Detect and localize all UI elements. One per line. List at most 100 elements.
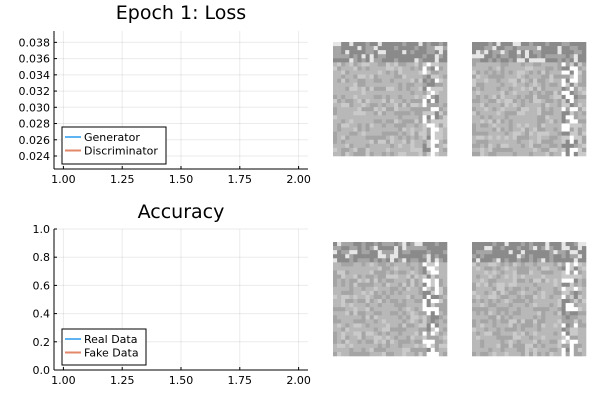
sample-pixel <box>524 135 530 141</box>
sample-pixel <box>430 94 436 100</box>
sample-pixel <box>438 74 444 79</box>
sample-pixel <box>377 127 383 132</box>
sample-pixel <box>549 319 554 324</box>
sample-pixel <box>573 319 579 324</box>
sample-pixel <box>476 294 481 300</box>
sample-pixel <box>361 331 366 336</box>
sample-pixel <box>410 115 415 120</box>
sample-pixel <box>537 46 542 51</box>
sample-pixel <box>414 127 419 132</box>
sample-pixel <box>504 258 509 263</box>
sample-pixel <box>410 54 415 59</box>
sample-pixel <box>488 115 493 120</box>
sample-pixel <box>349 139 354 145</box>
sample-pixel <box>492 66 497 71</box>
sample-pixel <box>373 274 379 279</box>
sample-pixel <box>496 351 501 357</box>
sample-pixel <box>553 339 558 345</box>
sample-pixel <box>573 58 579 63</box>
sample-pixel <box>553 258 558 263</box>
sample-pixel <box>394 119 399 124</box>
sample-pixel <box>422 327 427 332</box>
sample-pixel <box>394 290 399 296</box>
sample-pixel <box>561 286 566 292</box>
sample-pixel <box>369 94 375 100</box>
sample-pixel <box>537 127 542 132</box>
sample-pixel <box>524 294 530 300</box>
sample-pixel <box>504 42 509 47</box>
sample-pixel <box>365 294 370 300</box>
sample-pixel <box>569 143 575 149</box>
sample-pixel <box>345 307 350 312</box>
sample-pixel <box>573 135 579 141</box>
sample-pixel <box>333 78 338 84</box>
sample-pixel <box>394 266 399 271</box>
sample-pixel <box>422 331 427 336</box>
sample-pixel <box>438 331 444 336</box>
sample-pixel <box>426 86 432 92</box>
sample-pixel <box>381 74 387 79</box>
sample-pixel <box>381 294 387 300</box>
sample-pixel <box>476 123 481 128</box>
sample-pixel <box>569 127 575 132</box>
sample-pixel <box>426 339 432 345</box>
sample-pixel <box>476 270 481 275</box>
sample-pixel <box>484 74 489 79</box>
sample-pixel <box>533 303 538 308</box>
sample-pixel <box>537 66 542 71</box>
sample-pixel <box>581 351 587 357</box>
sample-pixel <box>390 299 395 304</box>
sample-pixel <box>345 347 350 353</box>
sample-pixel <box>488 86 493 92</box>
sample-pixel <box>430 143 436 149</box>
sample-pixel <box>496 147 501 153</box>
sample-pixel <box>565 90 571 96</box>
sample-pixel <box>557 303 562 308</box>
sample-pixel <box>524 99 530 104</box>
sample-pixel <box>398 347 403 353</box>
sample-pixel <box>476 62 481 67</box>
sample-pixel <box>557 90 562 96</box>
legend-box <box>61 328 147 366</box>
sample-pixel <box>349 319 354 324</box>
sample-pixel <box>496 246 501 251</box>
sample-pixel <box>577 307 583 312</box>
sample-pixel <box>390 343 395 349</box>
sample-pixel <box>516 311 522 316</box>
sample-pixel <box>480 74 485 79</box>
sample-pixel <box>442 58 448 63</box>
sample-pixel <box>418 299 423 304</box>
sample-pixel <box>541 266 546 271</box>
sample-pixel <box>533 135 538 141</box>
sample-pixel <box>414 347 419 353</box>
sample-pixel <box>549 127 554 132</box>
sample-pixel <box>361 143 366 149</box>
sample-pixel <box>394 103 399 108</box>
sample-pixel <box>434 278 440 284</box>
sample-pixel <box>418 135 423 141</box>
sample-pixel <box>353 258 358 263</box>
sample-pixel <box>418 250 423 255</box>
sample-pixel <box>365 286 370 292</box>
sample-pixel <box>394 246 399 251</box>
sample-pixel <box>520 86 526 92</box>
sample-pixel <box>414 331 419 336</box>
sample-pixel <box>410 107 415 112</box>
sample-pixel <box>516 307 522 312</box>
sample-pixel <box>504 70 509 75</box>
sample-pixel <box>496 274 501 279</box>
sample-pixel <box>406 339 411 345</box>
sample-pixel <box>541 262 546 267</box>
sample-pixel <box>565 258 571 263</box>
sample-pixel <box>549 74 554 79</box>
sample-pixel <box>577 115 583 120</box>
sample-pixel <box>524 115 530 120</box>
sample-pixel <box>545 303 550 308</box>
sample-pixel <box>345 351 350 357</box>
sample-pixel <box>353 266 358 271</box>
sample-pixel <box>484 327 489 332</box>
sample-pixel <box>577 66 583 71</box>
sample-pixel <box>545 62 550 67</box>
sample-pixel <box>357 262 362 267</box>
sample-pixel <box>426 258 432 263</box>
